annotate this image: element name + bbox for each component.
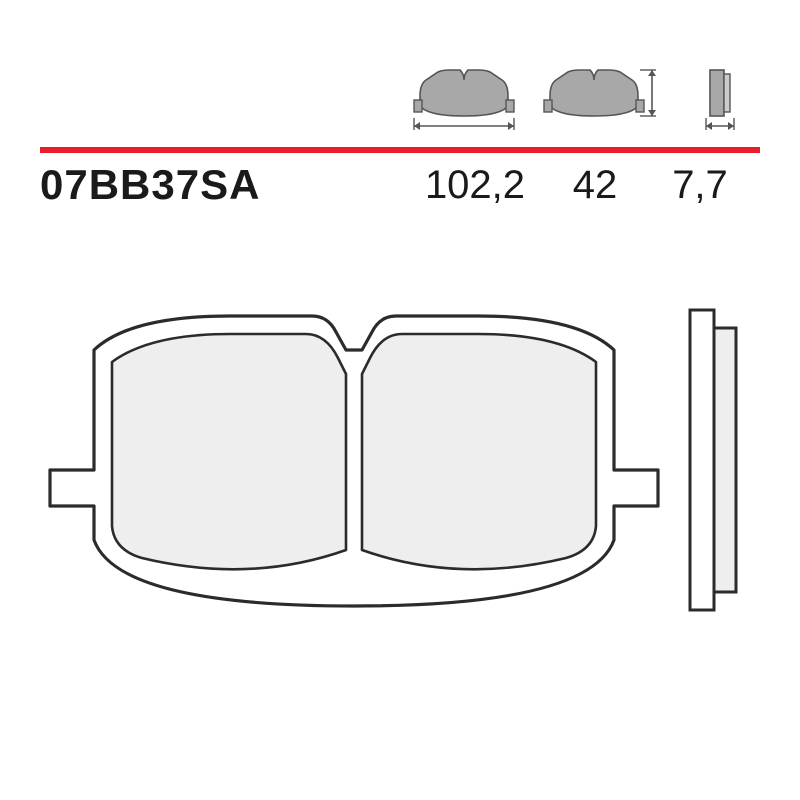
dim-width: 102,2: [410, 163, 540, 208]
part-number: 07BB37SA: [40, 161, 410, 209]
accent-divider: [40, 140, 760, 146]
height-icon: [544, 70, 656, 116]
front-view: [50, 316, 658, 606]
thickness-icon: [706, 70, 734, 130]
dim-thickness: 7,7: [650, 163, 750, 208]
dimension-icons: [400, 60, 760, 130]
dim-height: 42: [540, 163, 650, 208]
width-icon: [414, 70, 514, 130]
brake-pad-diagram: [40, 260, 760, 680]
spec-row: 07BB37SA 102,2 42 7,7: [40, 160, 760, 210]
side-view: [690, 310, 736, 610]
